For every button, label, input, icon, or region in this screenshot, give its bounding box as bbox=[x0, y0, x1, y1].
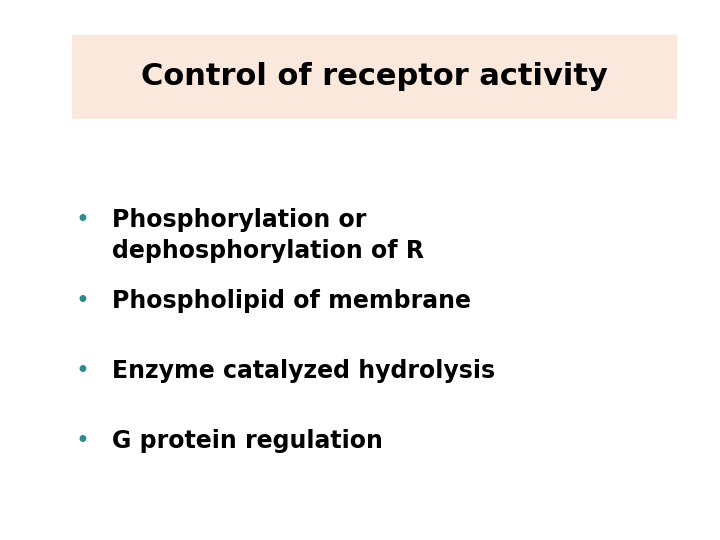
Text: •: • bbox=[76, 289, 90, 313]
FancyBboxPatch shape bbox=[72, 35, 677, 119]
Text: Control of receptor activity: Control of receptor activity bbox=[141, 63, 608, 91]
Text: Phospholipid of membrane: Phospholipid of membrane bbox=[112, 289, 471, 313]
Text: •: • bbox=[76, 429, 90, 453]
Text: G protein regulation: G protein regulation bbox=[112, 429, 382, 453]
Text: •: • bbox=[76, 359, 90, 383]
Text: Enzyme catalyzed hydrolysis: Enzyme catalyzed hydrolysis bbox=[112, 359, 495, 383]
Text: Phosphorylation or
dephosphorylation of R: Phosphorylation or dephosphorylation of … bbox=[112, 208, 423, 262]
Text: •: • bbox=[76, 208, 90, 232]
